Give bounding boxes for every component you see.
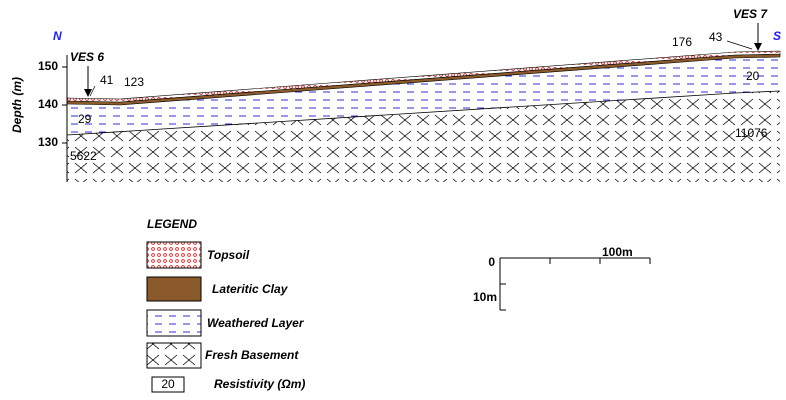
- tick-label: 130: [38, 135, 58, 149]
- resistivity-value: 123: [124, 75, 144, 89]
- ves-arrowhead: [754, 43, 762, 51]
- resistivity-value: 29: [78, 112, 92, 126]
- ves-label: VES 7: [733, 7, 768, 21]
- topsoil: [66, 50, 781, 103]
- basement-boundary: [66, 92, 736, 136]
- north-label: N: [53, 29, 62, 43]
- resistivity-value: 176: [672, 35, 692, 49]
- resistivity-value: 11076: [735, 126, 768, 140]
- resistivity-value: 43: [709, 30, 723, 44]
- basement-boundary: [734, 90, 781, 94]
- weathered-layer: [67, 57, 780, 135]
- legend-label: Resistivity (Ωm): [214, 377, 305, 391]
- axis-label: Depth (m): [10, 77, 24, 133]
- leader-line: [89, 85, 96, 97]
- legend-label: Lateritic Clay: [212, 282, 289, 296]
- legend-title: LEGEND: [147, 217, 197, 231]
- legend-swatch: [146, 342, 202, 369]
- ves-label: VES 6: [70, 50, 104, 64]
- legend-label: Topsoil: [207, 248, 250, 262]
- leader-line: [726, 40, 753, 50]
- legend-sample: 20: [161, 377, 175, 391]
- scale-label: 10m: [473, 290, 497, 304]
- legend-swatch: [146, 241, 202, 269]
- tick-label: 150: [38, 59, 58, 73]
- legend-swatch: [146, 309, 202, 337]
- legend-swatch: [151, 376, 185, 393]
- scale-label: 0: [488, 255, 495, 269]
- fresh-basement: [67, 91, 780, 182]
- south-label: S: [773, 29, 781, 43]
- tick-label: 140: [38, 97, 58, 111]
- resistivity-value: 20: [746, 69, 760, 83]
- legend-swatch: [146, 276, 202, 302]
- legend-label: Weathered Layer: [207, 316, 305, 330]
- resistivity-value: 5622: [70, 149, 97, 163]
- ves-arrowhead: [84, 89, 92, 97]
- legend-label: Fresh Basement: [205, 348, 299, 362]
- resistivity-value: 41: [100, 73, 114, 87]
- scale-label: 100m: [602, 245, 633, 259]
